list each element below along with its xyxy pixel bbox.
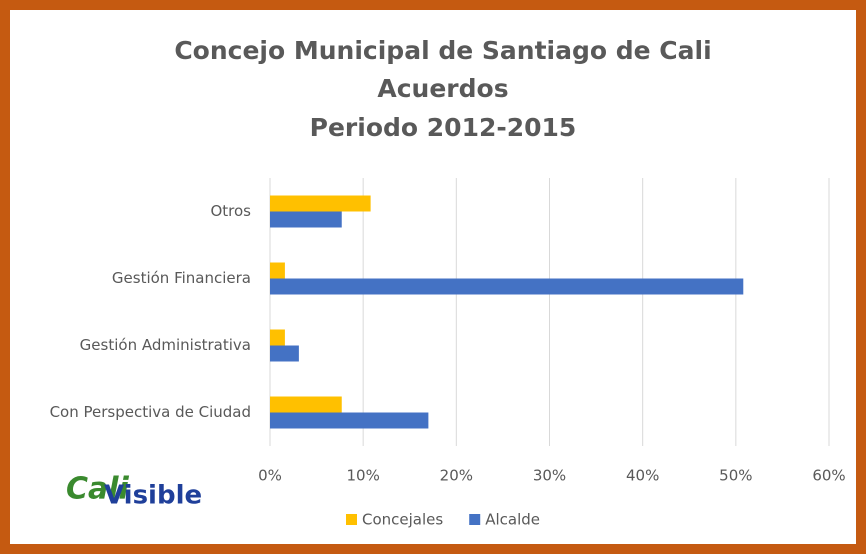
bar [270, 211, 342, 228]
legend-label: Concejales [362, 511, 443, 529]
x-tick-label: 30% [533, 467, 566, 485]
bar [270, 412, 429, 429]
y-tick-label: Gestión Financiera [112, 269, 251, 287]
y-tick-label: Con Perspectiva de Ciudad [50, 403, 251, 421]
logo: Cali [66, 472, 130, 507]
legend-label: Alcalde [485, 511, 540, 529]
x-tick-label: 10% [346, 467, 379, 485]
x-tick-label: 50% [719, 467, 752, 485]
chart-title: Periodo 2012-2015 [310, 113, 577, 142]
bar [270, 396, 342, 413]
y-tick-label: Otros [210, 202, 251, 220]
legend-swatch [469, 514, 481, 525]
logo: Visible [104, 481, 202, 511]
x-tick-label: 40% [626, 467, 659, 485]
chart-title: Concejo Municipal de Santiago de Cali [174, 36, 711, 65]
bar [270, 262, 285, 279]
chart-title: Acuerdos [377, 74, 508, 103]
bar [270, 195, 371, 212]
x-tick-label: 20% [440, 467, 473, 485]
y-tick-label: Gestión Administrativa [80, 336, 251, 354]
bar [270, 345, 299, 362]
x-tick-label: 0% [258, 467, 282, 485]
legend-swatch [346, 514, 357, 525]
bar [270, 329, 285, 346]
x-tick-label: 60% [812, 467, 845, 485]
bar [270, 278, 744, 295]
